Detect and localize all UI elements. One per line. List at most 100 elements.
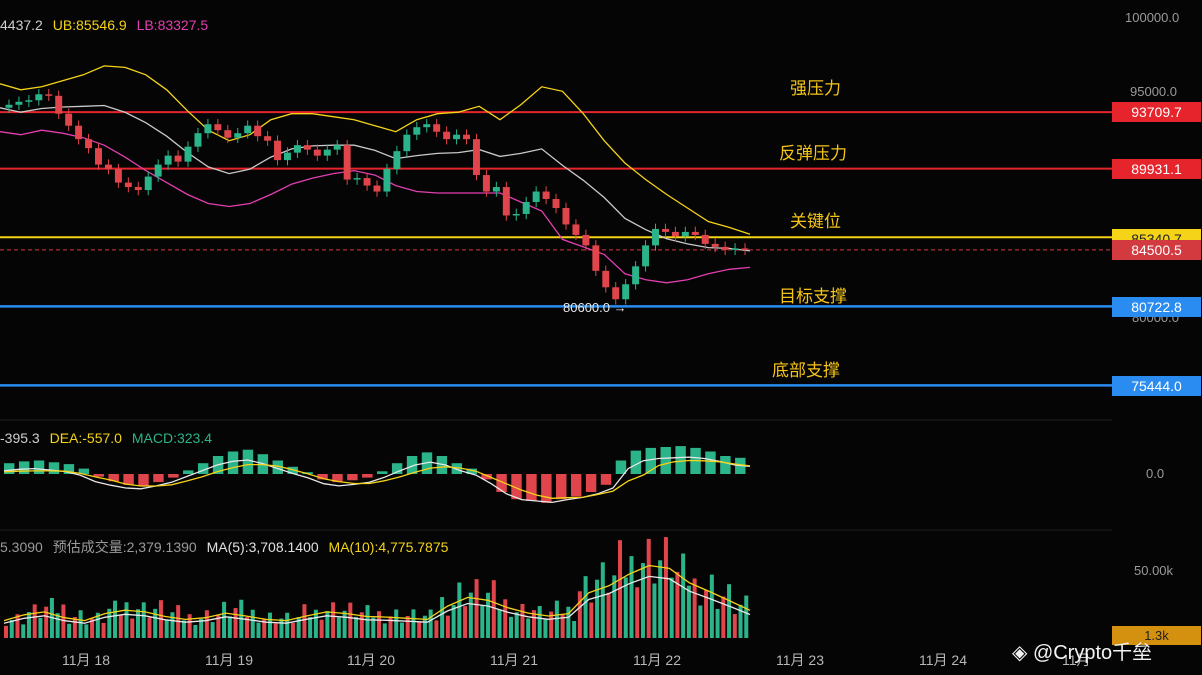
volume-bar xyxy=(463,606,468,638)
volume-bar xyxy=(26,612,31,638)
volume-bar xyxy=(67,623,72,638)
boll-header: 4437.2 UB:85546.9 LB:83327.5 xyxy=(0,17,208,33)
candle xyxy=(323,149,331,156)
volume-bar xyxy=(210,622,215,638)
volume-bar xyxy=(170,612,175,638)
price-axis-label: 100000.0 xyxy=(1125,10,1180,25)
volume-bar xyxy=(572,620,577,638)
volume-bar xyxy=(325,611,330,638)
volume-bar xyxy=(629,556,634,638)
candle xyxy=(154,164,162,177)
volume-axis-label: 50.00k xyxy=(1134,563,1174,578)
volume-bar xyxy=(675,571,680,638)
macd-bar xyxy=(183,470,194,474)
candle xyxy=(572,224,580,235)
date-label: 11月 18 xyxy=(62,652,110,668)
volume-bar xyxy=(365,605,370,638)
volume-bar xyxy=(101,622,106,638)
macd-bar xyxy=(570,474,582,497)
candle xyxy=(104,164,112,170)
candle xyxy=(671,231,679,237)
candle xyxy=(642,245,650,267)
volume-bar xyxy=(216,615,221,638)
volume-bar xyxy=(187,614,192,638)
macd-bar xyxy=(227,451,239,474)
volume-bar xyxy=(560,614,565,638)
candle xyxy=(472,139,480,176)
volume-bar xyxy=(32,604,37,638)
volume-bar xyxy=(302,604,307,638)
candle xyxy=(254,125,262,137)
volume-bar xyxy=(480,605,485,638)
volume-bar xyxy=(399,622,404,638)
macd-bar xyxy=(18,461,30,474)
candle xyxy=(114,169,122,183)
price-tag-75444: 75444.0 xyxy=(1112,376,1201,396)
volume-bar xyxy=(118,614,123,638)
volume-bar xyxy=(55,613,60,638)
macd-bar xyxy=(585,474,597,492)
candle xyxy=(383,169,391,192)
macd-bar xyxy=(496,474,507,492)
volume-bar xyxy=(348,602,353,638)
volume-bar xyxy=(468,592,473,638)
volume-estimate: 预估成交量:2,379.1390 xyxy=(52,539,197,555)
candle xyxy=(721,246,729,250)
watermark: ◈ @Crypto千垒 xyxy=(1012,636,1152,665)
volume-bar xyxy=(285,612,290,638)
volume-bar xyxy=(721,596,726,638)
date-label: 11月 19 xyxy=(205,652,253,668)
volume-bar xyxy=(508,616,514,638)
volume-bar xyxy=(308,617,313,638)
macd-bar xyxy=(242,449,254,474)
candle xyxy=(234,133,242,138)
candle xyxy=(303,145,311,150)
level-label-rebound-resistance: 反弹压力 xyxy=(779,144,847,163)
candle xyxy=(45,94,53,96)
volume-bar xyxy=(405,615,410,638)
volume-bar xyxy=(354,616,359,638)
volume-bar xyxy=(199,618,204,638)
candle xyxy=(224,130,232,138)
macd-bar xyxy=(108,474,119,482)
level-label-target-support: 目标支撑 xyxy=(779,287,847,306)
volume-bar xyxy=(709,574,714,638)
volume-bar xyxy=(181,620,186,638)
volume-bar xyxy=(589,602,594,638)
macd-bar xyxy=(48,462,60,474)
macd-bar xyxy=(436,456,448,474)
candle xyxy=(711,243,719,247)
level-label-bottom-support: 底部支撑 xyxy=(772,361,840,380)
macd-bar xyxy=(168,474,179,478)
candle xyxy=(274,140,282,161)
volume-bar xyxy=(451,605,456,638)
candle xyxy=(413,127,421,135)
volume-bar xyxy=(267,612,272,638)
candle xyxy=(403,134,411,152)
volume-bar xyxy=(686,585,691,638)
boll-lb: LB:83327.5 xyxy=(136,17,209,33)
volume-bar xyxy=(193,625,198,638)
macd-bar xyxy=(93,474,104,477)
macd-bar xyxy=(660,447,671,474)
candle xyxy=(512,213,520,216)
volume-bar xyxy=(153,608,158,638)
macd-bar xyxy=(332,474,343,483)
candle xyxy=(353,178,361,180)
candle xyxy=(5,104,13,108)
candle xyxy=(602,270,610,288)
macd-dea: DEA:-557.0 xyxy=(49,430,122,446)
macd-bar xyxy=(4,463,15,474)
volume-bar xyxy=(15,614,20,638)
volume-bar xyxy=(635,587,640,638)
level-label-key: 关键位 xyxy=(790,212,841,231)
volume-bar xyxy=(526,618,531,638)
macd-value: MACD:323.4 xyxy=(131,430,213,446)
volume-bar xyxy=(698,605,703,638)
volume-bar xyxy=(474,579,479,638)
current-price-tag: 84500.5 xyxy=(1112,240,1201,260)
candle xyxy=(15,101,23,105)
volume-current: 5.3090 xyxy=(0,539,43,555)
candle xyxy=(393,151,401,170)
candle xyxy=(144,176,152,191)
